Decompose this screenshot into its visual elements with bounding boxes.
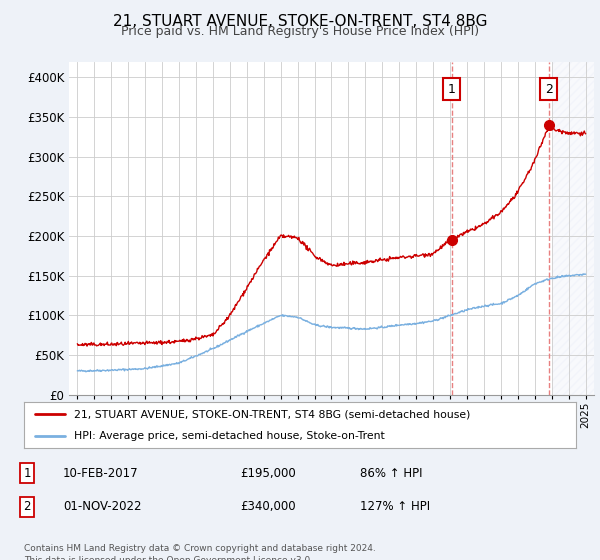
Text: Price paid vs. HM Land Registry's House Price Index (HPI): Price paid vs. HM Land Registry's House … (121, 25, 479, 38)
Text: 86% ↑ HPI: 86% ↑ HPI (360, 466, 422, 480)
Text: £195,000: £195,000 (240, 466, 296, 480)
Text: £340,000: £340,000 (240, 500, 296, 514)
Text: Contains HM Land Registry data © Crown copyright and database right 2024.
This d: Contains HM Land Registry data © Crown c… (24, 544, 376, 560)
Text: HPI: Average price, semi-detached house, Stoke-on-Trent: HPI: Average price, semi-detached house,… (74, 431, 385, 441)
Text: 2: 2 (545, 83, 553, 96)
Text: 01-NOV-2022: 01-NOV-2022 (63, 500, 142, 514)
Text: 21, STUART AVENUE, STOKE-ON-TRENT, ST4 8BG (semi-detached house): 21, STUART AVENUE, STOKE-ON-TRENT, ST4 8… (74, 409, 470, 419)
Text: 21, STUART AVENUE, STOKE-ON-TRENT, ST4 8BG: 21, STUART AVENUE, STOKE-ON-TRENT, ST4 8… (113, 14, 487, 29)
Text: 127% ↑ HPI: 127% ↑ HPI (360, 500, 430, 514)
Text: 1: 1 (448, 83, 455, 96)
Bar (551, 62, 594, 395)
Text: 1: 1 (23, 466, 31, 480)
Text: 2: 2 (23, 500, 31, 514)
Text: 10-FEB-2017: 10-FEB-2017 (63, 466, 139, 480)
